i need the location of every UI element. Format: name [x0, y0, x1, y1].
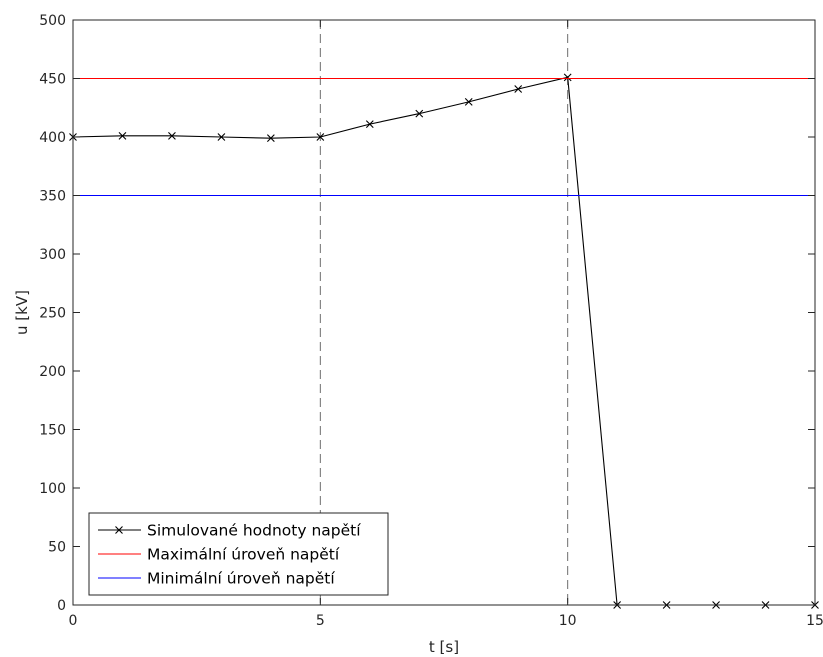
- x-axis-label: t [s]: [429, 638, 459, 656]
- data-point-marker: [514, 85, 523, 93]
- x-tick-label: 10: [559, 613, 577, 629]
- y-tick-label: 500: [39, 13, 66, 29]
- y-tick-label: 400: [39, 130, 66, 146]
- y-tick-label: 350: [39, 189, 66, 205]
- y-axis-label: u [kV]: [13, 290, 31, 335]
- data-point-marker: [415, 109, 424, 118]
- legend-entry-label: Maximální úroveň napětí: [147, 546, 340, 564]
- x-tick-label: 0: [69, 613, 78, 629]
- data-point-marker: [168, 131, 176, 140]
- data-point-marker: [217, 133, 226, 141]
- y-tick-label: 100: [39, 481, 66, 497]
- legend-marker: [115, 526, 123, 534]
- legend-entry-label: Simulované hodnoty napětí: [147, 522, 361, 540]
- x-tick-label: 15: [806, 613, 823, 629]
- y-tick-label: 250: [39, 306, 66, 322]
- data-point-marker: [266, 134, 275, 143]
- y-tick-label: 300: [39, 247, 66, 263]
- y-tick-label: 200: [39, 364, 66, 380]
- y-tick-label: 150: [39, 423, 66, 439]
- y-tick-label: 0: [57, 598, 66, 614]
- data-point-marker: [464, 98, 473, 106]
- data-point-marker: [316, 133, 325, 141]
- data-point-marker: [118, 131, 127, 140]
- plot-area: 0 50 100 150 200 250 300 350 400 450 500 0 5 10 15 t [s…: [13, 13, 823, 656]
- data-point-marker: [365, 120, 374, 129]
- x-tick-label: 5: [316, 613, 325, 629]
- plot-background: [73, 20, 815, 605]
- y-tick-label: 50: [48, 540, 66, 556]
- data-point-marker: [563, 73, 572, 82]
- y-tick-label: 450: [39, 72, 66, 88]
- legend-entry-label: Minimální úroveň napětí: [147, 570, 335, 588]
